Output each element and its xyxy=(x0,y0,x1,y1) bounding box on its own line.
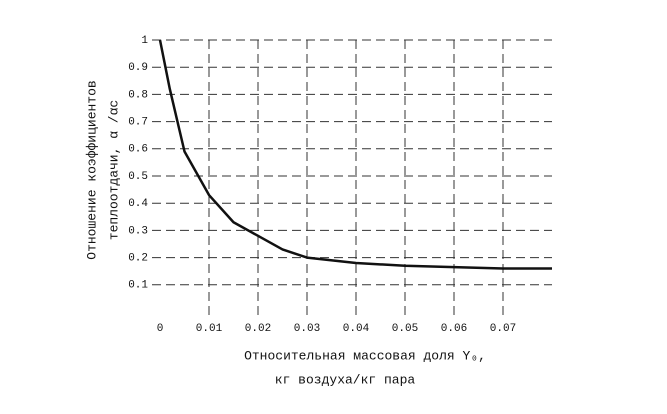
y-label: Отношение коэффициентов xyxy=(84,80,99,259)
x-tick-label: 0.03 xyxy=(294,323,320,335)
y-tick-label: 0.2 xyxy=(128,253,148,265)
y-tick-label: 0.9 xyxy=(128,62,148,74)
y-tick-label: 0.5 xyxy=(128,171,148,183)
x-tick-label: 0.04 xyxy=(343,323,370,335)
x-label: Относительная массовая доля Y₀, xyxy=(244,348,486,363)
x-tick-label: 0.07 xyxy=(490,323,516,335)
x-tick-label: 0.06 xyxy=(441,323,467,335)
y-tick-label: 1 xyxy=(141,35,148,47)
y-tick-label: 0.3 xyxy=(128,225,148,237)
x-label: кг воздуха/кг пара xyxy=(275,372,416,387)
y-label: теплоотдачи, α /αс xyxy=(106,100,121,240)
y-tick-label: 0.6 xyxy=(128,144,148,156)
y-tick-label: 0.4 xyxy=(128,198,148,210)
y-tick-label: 0.1 xyxy=(128,280,148,292)
line xyxy=(158,39,552,270)
y-tick-label: 0.8 xyxy=(128,89,148,101)
x-tick-label: 0 xyxy=(157,323,164,335)
x-tick-label: 0.01 xyxy=(196,323,223,335)
x-tick-label: 0.02 xyxy=(245,323,271,335)
x-tick-label: 0.05 xyxy=(392,323,418,335)
y-tick-label: 0.7 xyxy=(128,117,148,129)
